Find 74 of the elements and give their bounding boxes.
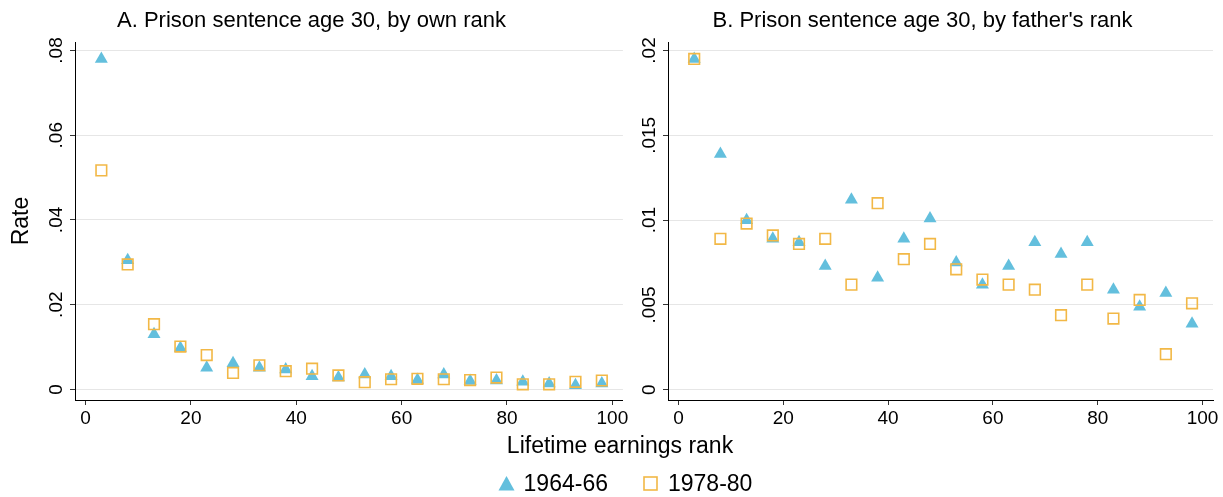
point — [871, 197, 884, 210]
point — [923, 210, 937, 223]
point — [1185, 297, 1199, 310]
point — [740, 217, 753, 230]
point — [792, 237, 806, 251]
point — [121, 258, 134, 271]
y-tick-label: .02 — [45, 291, 66, 318]
point — [1081, 278, 1094, 291]
point — [976, 273, 989, 286]
x-tick-label: 0 — [673, 406, 684, 428]
point — [1185, 316, 1199, 328]
point — [226, 355, 240, 367]
x-tick-label: 20 — [180, 406, 202, 428]
point — [1028, 283, 1041, 296]
y-tick-label: .06 — [45, 122, 66, 149]
y-tick-label: .005 — [638, 286, 659, 324]
point — [1054, 309, 1068, 322]
x-tick-label: 100 — [596, 406, 629, 428]
point — [1002, 258, 1016, 270]
point — [845, 278, 858, 291]
point — [714, 232, 727, 245]
x-tick-label: 0 — [80, 406, 91, 428]
y-tick-label: .04 — [45, 206, 66, 234]
chart-title: B. Prison sentence age 30, by father's rank — [712, 7, 1134, 33]
chart-title: A. Prison sentence age 30, by own rank — [117, 7, 507, 33]
point — [897, 253, 910, 266]
point — [358, 376, 371, 389]
point — [279, 365, 292, 378]
point — [516, 378, 529, 391]
point — [1028, 234, 1042, 246]
point — [200, 348, 213, 362]
y-tick-label: 0 — [45, 384, 66, 395]
y-axis-title: Rate — [7, 196, 34, 246]
point — [844, 192, 858, 204]
point — [226, 366, 240, 379]
point — [147, 326, 161, 339]
x-tick-label: 20 — [772, 406, 794, 428]
point — [897, 231, 911, 243]
x-tick-label: 40 — [285, 406, 307, 428]
x-tick-label: 40 — [877, 406, 899, 428]
point — [950, 263, 963, 276]
x-axis-title: Lifetime earnings rank — [505, 432, 735, 458]
point — [1159, 348, 1172, 361]
y-tick-label: .02 — [638, 37, 659, 64]
point — [1107, 312, 1120, 325]
point — [200, 360, 214, 372]
point — [871, 270, 885, 282]
point — [95, 164, 108, 177]
point — [1054, 246, 1068, 258]
point — [384, 373, 398, 386]
point — [1159, 285, 1173, 297]
point — [1133, 293, 1146, 306]
point — [819, 232, 832, 245]
point — [1106, 282, 1120, 294]
legend-label: 1978-80 — [668, 470, 753, 496]
x-tick-label: 60 — [391, 406, 413, 428]
y-tick-label: 0 — [638, 384, 659, 396]
point — [1080, 234, 1094, 246]
x-tick-label: 60 — [982, 406, 1004, 428]
point — [147, 318, 161, 331]
y-tick-label: .01 — [638, 206, 659, 234]
x-tick-label: 80 — [1087, 406, 1109, 428]
point — [1002, 278, 1015, 291]
point — [713, 146, 727, 158]
point — [305, 362, 319, 375]
point — [437, 373, 450, 386]
legend-label: 1964-66 — [523, 470, 608, 496]
x-tick-label: 100 — [1186, 406, 1219, 428]
point — [94, 51, 108, 63]
point — [923, 237, 937, 251]
point — [818, 258, 832, 270]
y-tick-label: .015 — [638, 116, 659, 154]
y-tick-label: .08 — [45, 37, 66, 64]
x-tick-label: 80 — [496, 406, 518, 428]
